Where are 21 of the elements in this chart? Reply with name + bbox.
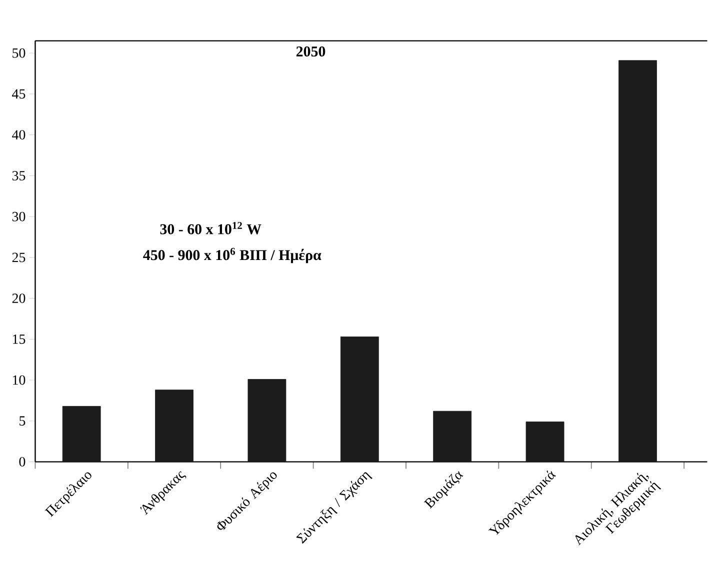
y-tick-label: 0 [19, 457, 26, 467]
bar [340, 336, 379, 462]
bar [155, 390, 194, 462]
y-tick-label: 50 [12, 48, 26, 58]
y-tick-label: 15 [12, 334, 26, 344]
bar [526, 422, 564, 462]
annotation: 30 - 60 x 10$^{12}$ W [160, 222, 262, 234]
bar [618, 60, 657, 462]
bar [433, 410, 472, 462]
y-tick-label: 30 [12, 212, 26, 222]
y-tick-label: 40 [12, 130, 26, 140]
y-tick-label: 45 [12, 89, 26, 99]
chart-title: 2050 [296, 46, 326, 57]
bar [248, 379, 286, 462]
y-tick-label: 25 [12, 252, 26, 262]
bar [62, 406, 101, 462]
y-tick-label: 20 [12, 294, 26, 304]
y-tick-label: 10 [12, 375, 26, 385]
annotation: 450 - 900 x 10$^{6}$ ΒΙΠ / Ημέρα [143, 248, 322, 264]
y-tick-label: 5 [20, 416, 26, 426]
y-tick-label: 35 [12, 171, 26, 180]
